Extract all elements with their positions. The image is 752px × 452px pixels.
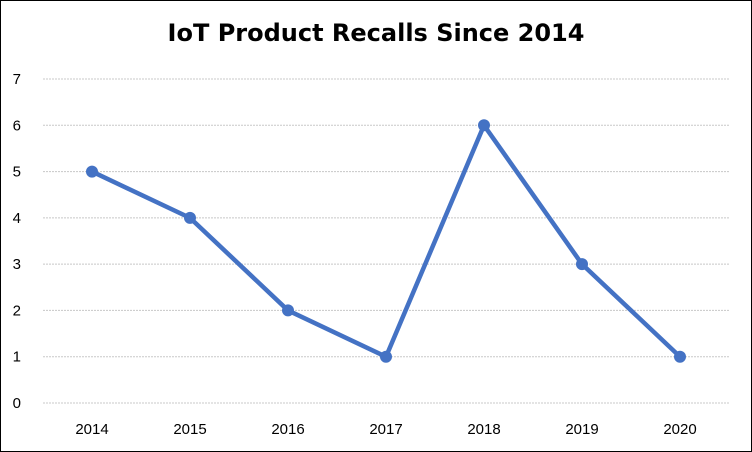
data-point-2017 [380,350,392,363]
chart-title: IoT Product Recalls Since 2014 [167,19,585,47]
y-tick-label: 2 [13,302,21,319]
data-point-2014 [86,165,98,178]
data-point-2016 [282,304,294,317]
data-point-2020 [674,350,686,363]
y-tick-label: 1 [13,349,21,366]
x-tick-label: 2020 [663,421,696,438]
x-tick-label: 2019 [565,421,598,438]
y-tick-label: 6 [13,117,21,134]
y-tick-label: 0 [13,395,21,412]
x-tick-label: 2015 [173,421,206,438]
series-line [89,123,683,359]
x-tick-label: 2018 [467,421,500,438]
y-tick-label: 5 [13,164,21,181]
data-point-2018 [478,119,490,132]
x-axis-ticks: 2014 2015 2016 2017 2018 2019 2020 [75,421,696,438]
x-tick-label: 2017 [369,421,402,438]
y-axis-ticks: 0 1 2 3 4 5 6 7 [13,71,21,412]
series-layer [86,119,686,363]
y-tick-label: 3 [13,256,21,273]
y-tick-label: 4 [13,210,21,227]
x-tick-label: 2014 [75,421,108,438]
y-tick-label: 7 [13,71,21,88]
x-tick-label: 2016 [271,421,304,438]
data-point-2015 [184,211,196,224]
data-point-2019 [576,258,588,271]
